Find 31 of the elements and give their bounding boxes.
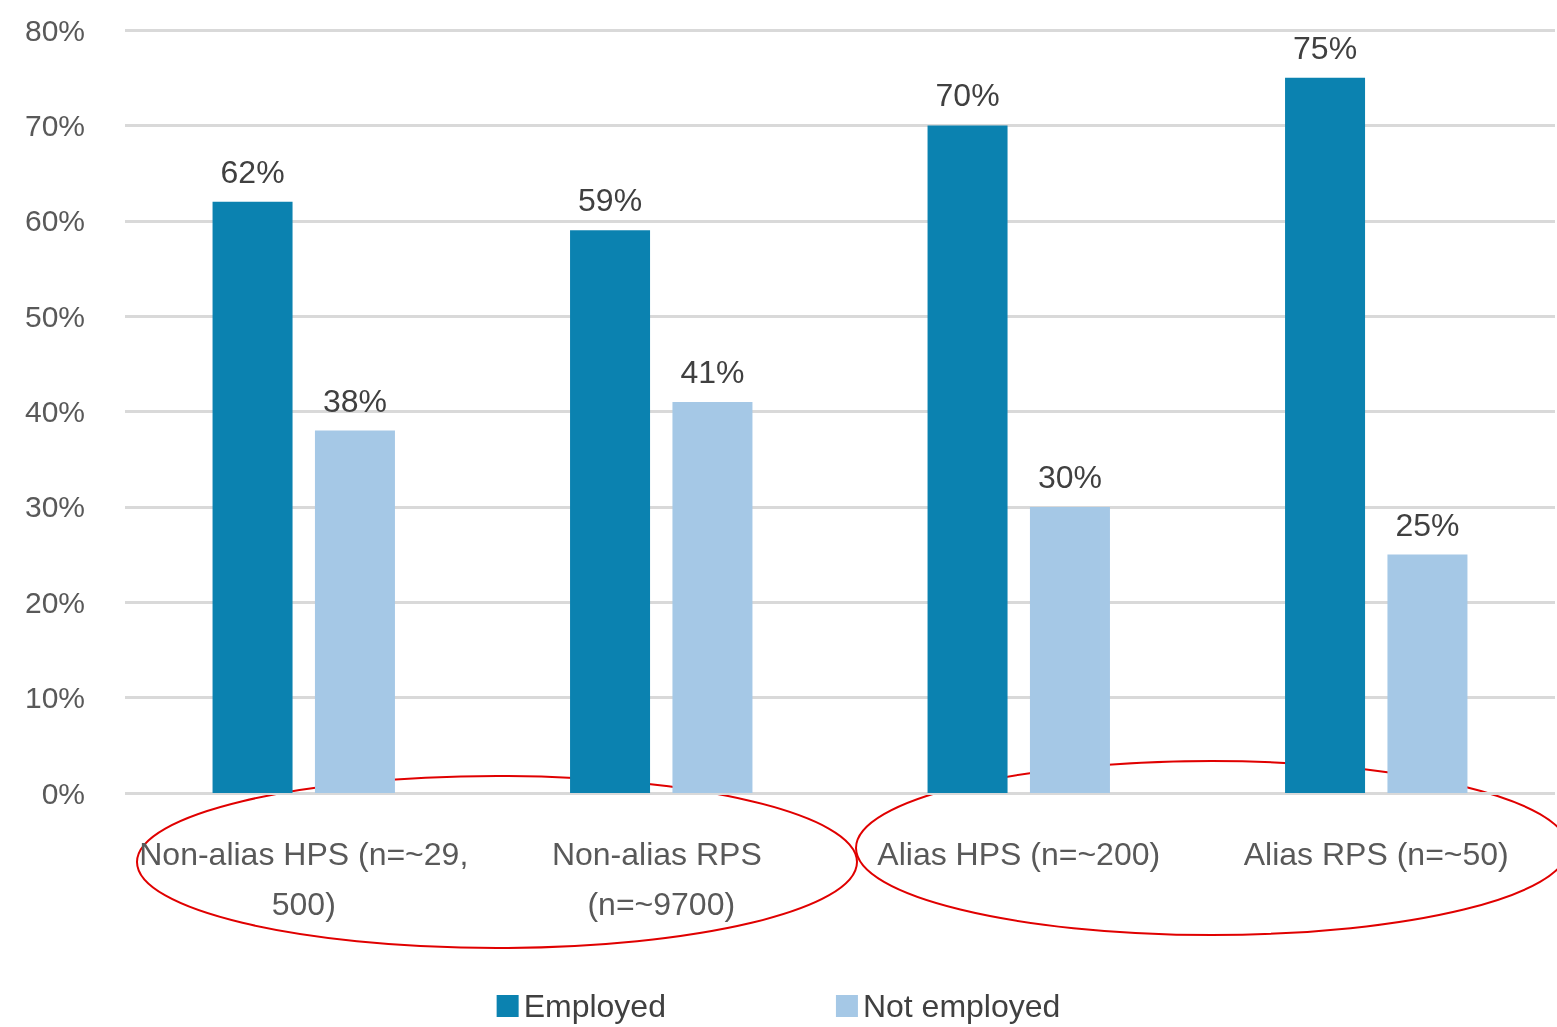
legend-label: Not employed (862, 988, 1061, 1024)
bar (672, 401, 753, 793)
y-tick-label: 40% (24, 395, 85, 428)
x-tick-label: Alias HPS (n=~200) (877, 836, 1161, 872)
x-tick-label: Non-alias RPS (n=~9700) (551, 836, 771, 922)
bar (1029, 506, 1110, 793)
y-tick-label: 70% (24, 108, 85, 142)
data-label: 75% (1293, 29, 1358, 66)
y-tick-label: 60% (24, 204, 85, 238)
y-tick-label: 0% (41, 776, 85, 810)
y-tick-label: 10% (24, 681, 85, 715)
bar (212, 201, 293, 793)
x-tick-label: Non-alias HPS (n=~29,500) (139, 836, 469, 922)
bar (314, 430, 395, 793)
y-tick-label: 50% (24, 299, 85, 333)
data-label: 38% (322, 382, 387, 419)
data-label: 30% (1037, 458, 1102, 495)
x-tick-label: Alias RPS (n=~50) (1243, 836, 1509, 872)
y-tick-label: 80% (24, 13, 85, 47)
data-label: 62% (220, 153, 285, 190)
y-tick-label: 30% (24, 490, 85, 524)
bar (570, 230, 651, 793)
data-label: 70% (935, 77, 1000, 114)
y-tick-label: 20% (24, 585, 85, 619)
bar (1387, 554, 1468, 793)
data-label: 41% (680, 353, 745, 390)
data-label: 25% (1395, 506, 1460, 543)
bar (927, 125, 1008, 793)
data-label: 59% (578, 182, 643, 219)
legend-label: Employed (523, 988, 666, 1024)
bar (1285, 77, 1366, 793)
